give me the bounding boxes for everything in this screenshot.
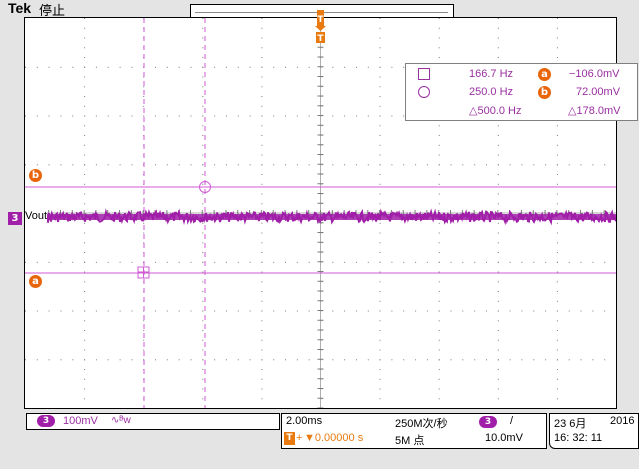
channel-settings-box[interactable]: 3 100mV ∿ᴮw (26, 413, 280, 430)
circle-cursor-icon (418, 86, 430, 98)
trigger-slope-icon: / (510, 415, 514, 427)
year: 2016 (610, 415, 635, 427)
horizontal-trigger-settings-box[interactable]: 2.00ms T + ▼0.00000 s 250M次/秒 5M 点 3 / 1… (281, 413, 547, 449)
brand-logo: Tek (8, 0, 32, 16)
datetime-box: 23 6月 2016 16: 32: 11 (549, 413, 639, 449)
waveform-trace (25, 208, 616, 226)
vertical-scale: 100mV (63, 415, 98, 427)
trigger-position-icon[interactable]: T T (313, 6, 329, 44)
svg-text:T: T (317, 34, 324, 44)
delta-voltage: △178.0mV (568, 105, 621, 117)
marker-b-icon: b (538, 86, 551, 99)
trigger-position-arrow: + (296, 432, 303, 444)
cursor-measurement-readout: 166.7 Hz 250.0 Hz △500.0 Hz a b −106.0mV… (405, 63, 638, 121)
trigger-channel-chip: 3 (479, 416, 497, 428)
cursor-b-voltage: 72.00mV (576, 86, 621, 98)
cursor-a-level-marker[interactable]: a (29, 275, 42, 288)
channel-3-ground-marker[interactable]: 3 (8, 212, 22, 225)
square-cursor-icon (418, 68, 430, 80)
time: 16: 32: 11 (554, 432, 603, 444)
cursor-a-frequency: 166.7 Hz (469, 68, 514, 80)
trigger-time: ▼0.00000 s (304, 432, 364, 444)
cursor-b-level-marker[interactable]: b (29, 169, 42, 182)
waveform-display[interactable]: 166.7 Hz 250.0 Hz △500.0 Hz a b −106.0mV… (24, 17, 638, 409)
channel-label: Vout (25, 210, 48, 222)
marker-a-icon: a (538, 68, 551, 81)
timebase: 2.00ms (286, 415, 323, 427)
trigger-level: 10.0mV (485, 432, 523, 444)
svg-text:T: T (317, 15, 324, 25)
cursor-a-voltage: −106.0mV (569, 68, 620, 80)
trigger-icon: T (284, 432, 295, 445)
delta-frequency: △500.0 Hz (469, 105, 522, 117)
record-length: 5M 点 (395, 435, 425, 447)
channel-3-chip: 3 (37, 415, 55, 427)
date: 23 6月 (554, 418, 587, 430)
acquisition-status: 停止 (39, 4, 66, 19)
sample-rate: 250M次/秒 (395, 418, 448, 430)
cursor-b-frequency: 250.0 Hz (469, 86, 514, 98)
bandwidth-limit-icon: ∿ᴮw (111, 415, 131, 426)
